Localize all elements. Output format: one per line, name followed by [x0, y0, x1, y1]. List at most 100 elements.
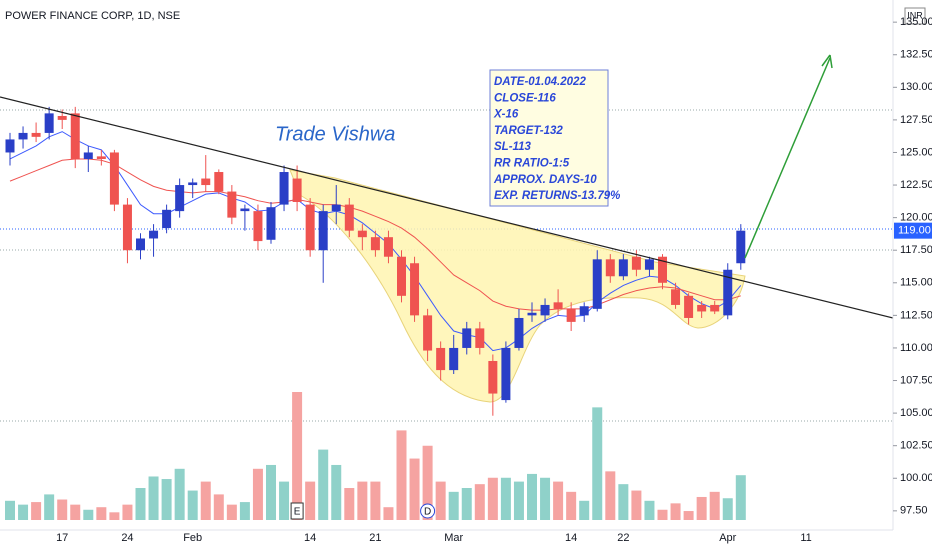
y-tick-label: 107.50: [900, 374, 932, 386]
watermark: Trade Vishwa: [275, 123, 395, 145]
note-line: APPROX. DAYS-10: [493, 174, 597, 186]
candle-body: [227, 191, 237, 218]
volume-bar: [722, 498, 733, 520]
candle-body: [449, 347, 459, 371]
y-tick-label: 135.00: [900, 16, 932, 28]
candle-body: [31, 132, 41, 137]
event-label: E: [294, 507, 301, 518]
x-tick-label: Mar: [444, 532, 463, 544]
x-tick-label: Apr: [719, 532, 736, 544]
candle-body: [370, 237, 380, 251]
volume-bar: [213, 494, 224, 520]
event-marker: [290, 502, 304, 520]
candle-body: [566, 308, 576, 322]
x-tick-label: 14: [565, 532, 577, 544]
candle-body: [462, 328, 472, 348]
y-tick-label: 110.00: [900, 342, 932, 354]
x-tick-label: 14: [304, 532, 316, 544]
note-line: DATE-01.04.2022: [494, 76, 586, 88]
y-tick-label: 122.50: [900, 179, 932, 191]
candle-body: [188, 182, 198, 186]
chart-title: POWER FINANCE CORP, 1D, NSE: [5, 10, 180, 22]
volume-bar: [122, 504, 133, 520]
candle-body: [136, 238, 145, 251]
candle-body: [57, 115, 67, 120]
x-tick-label: Feb: [183, 532, 202, 544]
target-arrow: [744, 57, 831, 259]
candle-body: [671, 289, 681, 305]
last-price-label: 119.00: [898, 225, 931, 237]
volume-bar: [409, 458, 420, 520]
volume-bar: [448, 491, 459, 520]
volume-bar: [383, 507, 394, 520]
volume-bar: [239, 502, 250, 520]
volume-bar: [474, 484, 485, 520]
volume-bar: [70, 504, 81, 520]
volume-bar: [57, 499, 68, 520]
candle-body: [423, 315, 433, 351]
volume-bar: [357, 481, 368, 520]
candle-body: [214, 172, 224, 192]
y-tick-label: 102.50: [900, 440, 932, 452]
candle-body: [5, 139, 15, 153]
volume-bar: [540, 477, 551, 520]
volume-bar: [252, 468, 263, 520]
volume-bar: [266, 464, 276, 520]
candle-body: [592, 259, 602, 309]
candle-body: [736, 230, 746, 264]
note-line: EXP. RETURNS-13.79%: [494, 190, 620, 202]
candle-body: [710, 304, 720, 312]
y-tick-label: 105.00: [900, 407, 932, 419]
candle-body: [527, 312, 537, 316]
volume-bar: [631, 490, 642, 520]
volume-bar: [513, 481, 524, 520]
last-price-box: [894, 222, 932, 239]
candle-body: [318, 211, 328, 251]
candle-body: [240, 208, 250, 212]
event-marker: [420, 503, 436, 519]
volume-bar: [200, 481, 211, 520]
y-tick-label: 125.00: [900, 146, 932, 158]
candle-body: [383, 237, 393, 257]
candle-body: [44, 113, 54, 133]
volume-bar: [709, 491, 720, 520]
volume-bar: [44, 494, 55, 520]
currency: INR: [907, 10, 923, 20]
volume-bar: [435, 481, 446, 520]
y-tick-label: 117.50: [900, 244, 932, 256]
candle-body: [70, 113, 80, 159]
volume-bar: [279, 481, 290, 520]
candle-body: [253, 211, 263, 242]
volume-bar: [500, 477, 511, 520]
volume-bar: [461, 488, 472, 520]
volume-bar: [83, 509, 94, 520]
trend-line: [0, 96, 894, 319]
x-tick-label: 22: [617, 532, 629, 544]
candle-body: [697, 304, 707, 312]
volume-bar: [644, 500, 655, 520]
candle-body: [109, 152, 119, 205]
y-tick-label: 112.50: [900, 309, 932, 321]
y-tick-label: 97.50: [900, 505, 928, 517]
candle-body: [410, 263, 420, 316]
note-line: RR RATIO-1:5: [494, 158, 570, 170]
candle-body: [618, 259, 628, 277]
arrow-head: [821, 54, 833, 69]
candle-body: [475, 328, 485, 348]
candle-body: [436, 347, 446, 371]
candle-body: [279, 172, 289, 205]
candle-body: [553, 302, 563, 309]
candle-body: [644, 259, 654, 270]
candle-body: [201, 178, 211, 186]
candle-body: [18, 132, 28, 140]
candle-body: [488, 360, 498, 394]
candle-body: [631, 256, 641, 270]
volume-bar: [135, 488, 146, 520]
volume-bar: [696, 496, 707, 520]
x-tick-label: 24: [121, 532, 133, 544]
volume-bar: [396, 430, 407, 520]
volume-bar: [305, 481, 316, 520]
volume-bar: [226, 504, 237, 520]
y-tick-label: 130.00: [900, 81, 932, 93]
candle-body: [658, 256, 667, 283]
